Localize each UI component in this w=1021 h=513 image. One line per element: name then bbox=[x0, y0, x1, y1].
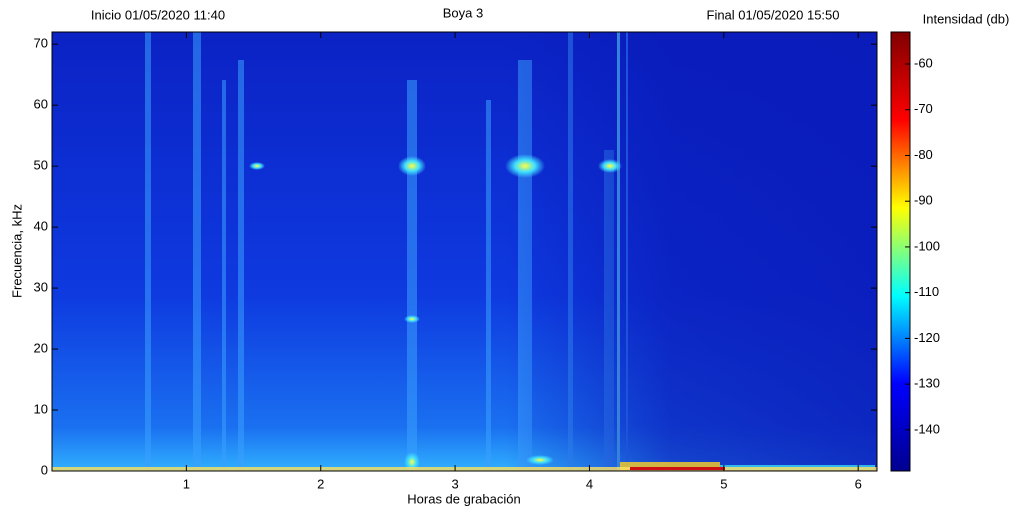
colorbar bbox=[890, 31, 911, 472]
x-tick-label: 3 bbox=[451, 476, 458, 491]
start-label: Inicio 01/05/2020 11:40 bbox=[91, 7, 225, 22]
end-label: Final 01/05/2020 15:50 bbox=[707, 7, 840, 22]
colorbar-tick-label: -120 bbox=[914, 330, 940, 345]
y-tick-label: 40 bbox=[34, 219, 48, 234]
colorbar-label: Intensidad (db) bbox=[923, 11, 1010, 26]
colorbar-tick-label: -80 bbox=[914, 147, 933, 162]
colorbar-tick-label: -60 bbox=[914, 55, 933, 70]
colorbar-tick-label: -130 bbox=[914, 376, 940, 391]
x-tick-label: 1 bbox=[183, 476, 190, 491]
y-tick-label: 60 bbox=[34, 97, 48, 112]
x-tick-label: 2 bbox=[317, 476, 324, 491]
x-tick-label: 4 bbox=[586, 476, 593, 491]
y-axis-label: Frecuencia, kHz bbox=[9, 204, 24, 298]
colorbar-tick-label: -110 bbox=[914, 284, 939, 299]
chart-title: Boya 3 bbox=[443, 5, 483, 20]
colorbar-tick-label: -100 bbox=[914, 238, 940, 253]
colorbar-tick-label: -90 bbox=[914, 193, 933, 208]
x-axis-label: Horas de grabación bbox=[407, 491, 520, 506]
y-tick-label: 30 bbox=[34, 280, 48, 295]
y-tick-label: 10 bbox=[34, 401, 48, 416]
plot-frame bbox=[51, 31, 878, 472]
colorbar-tick-label: -140 bbox=[914, 421, 940, 436]
colorbar-tick-label: -70 bbox=[914, 101, 933, 116]
spectrogram bbox=[52, 32, 877, 472]
x-tick-label: 5 bbox=[720, 476, 727, 491]
y-tick-label: 50 bbox=[34, 158, 48, 173]
y-tick-label: 0 bbox=[41, 462, 48, 477]
y-tick-label: 70 bbox=[34, 36, 48, 51]
x-tick-label: 6 bbox=[855, 476, 862, 491]
y-tick-label: 20 bbox=[34, 340, 48, 355]
